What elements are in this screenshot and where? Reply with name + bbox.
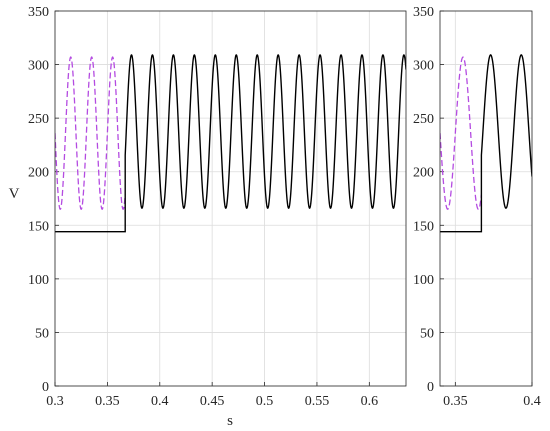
main-plot: 0.3 0.35 0.4 0.45 0.5 0.55 0.6 0 50 100 150 200 250… [9, 5, 407, 429]
main-y-tick-label: 350 [28, 5, 49, 20]
zoom-y-tick-label: 100 [413, 273, 434, 288]
main-plot-frame [54, 10, 407, 387]
zoom-plot-frame [439, 10, 533, 387]
zoom-y-tick-label: 200 [413, 166, 434, 181]
y-axis-label: V [9, 186, 20, 202]
main-series-solid-line [55, 54, 406, 233]
zoom-y-tick-label: 150 [413, 219, 434, 234]
zoom-y-tick-labels: 0 50 100 150 200 250 300 350 [413, 5, 434, 395]
main-x-tick-label: 0.35 [95, 394, 120, 409]
zoom-y-tick-label: 300 [413, 59, 434, 74]
zoom-y-tick-label: 250 [413, 112, 434, 127]
main-y-tick-labels: 0 50 100 150 200 250 300 350 [28, 5, 49, 395]
main-y-tick-label: 150 [28, 219, 49, 234]
main-y-tick-label: 100 [28, 273, 49, 288]
zoom-plot: 0.35 0.4 0 50 100 150 200 250 300 350 [413, 5, 541, 409]
zoom-y-tick-label: 0 [427, 380, 434, 395]
zoom-y-tick-label: 50 [420, 326, 434, 341]
main-x-tick-labels: 0.3 0.35 0.4 0.45 0.5 0.55 0.6 [46, 394, 378, 409]
zoom-x-tick-label: 0.35 [443, 394, 468, 409]
main-series [55, 54, 406, 233]
zoom-x-tick-label: 0.4 [523, 394, 541, 409]
main-x-tick-label: 0.4 [151, 394, 169, 409]
zoom-y-tick-label: 350 [413, 5, 434, 20]
main-x-tick-label: 0.5 [256, 394, 274, 409]
main-y-tick-label: 300 [28, 59, 49, 74]
main-y-tick-label: 200 [28, 166, 49, 181]
main-x-tick-label: 0.45 [200, 394, 225, 409]
main-x-tick-label: 0.6 [361, 394, 379, 409]
zoom-x-tick-labels: 0.35 0.4 [443, 394, 541, 409]
main-x-tick-label: 0.55 [305, 394, 330, 409]
main-y-tick-label: 250 [28, 112, 49, 127]
main-y-tick-label: 0 [42, 380, 49, 395]
zoom-series-solid-line [440, 54, 532, 233]
zoom-series [440, 54, 532, 233]
main-x-tick-label: 0.3 [46, 394, 64, 409]
x-axis-label: s [227, 413, 233, 429]
main-series-dashed-line [55, 56, 126, 211]
main-y-tick-label: 50 [35, 326, 49, 341]
zoom-series-dashed-line [440, 56, 483, 210]
